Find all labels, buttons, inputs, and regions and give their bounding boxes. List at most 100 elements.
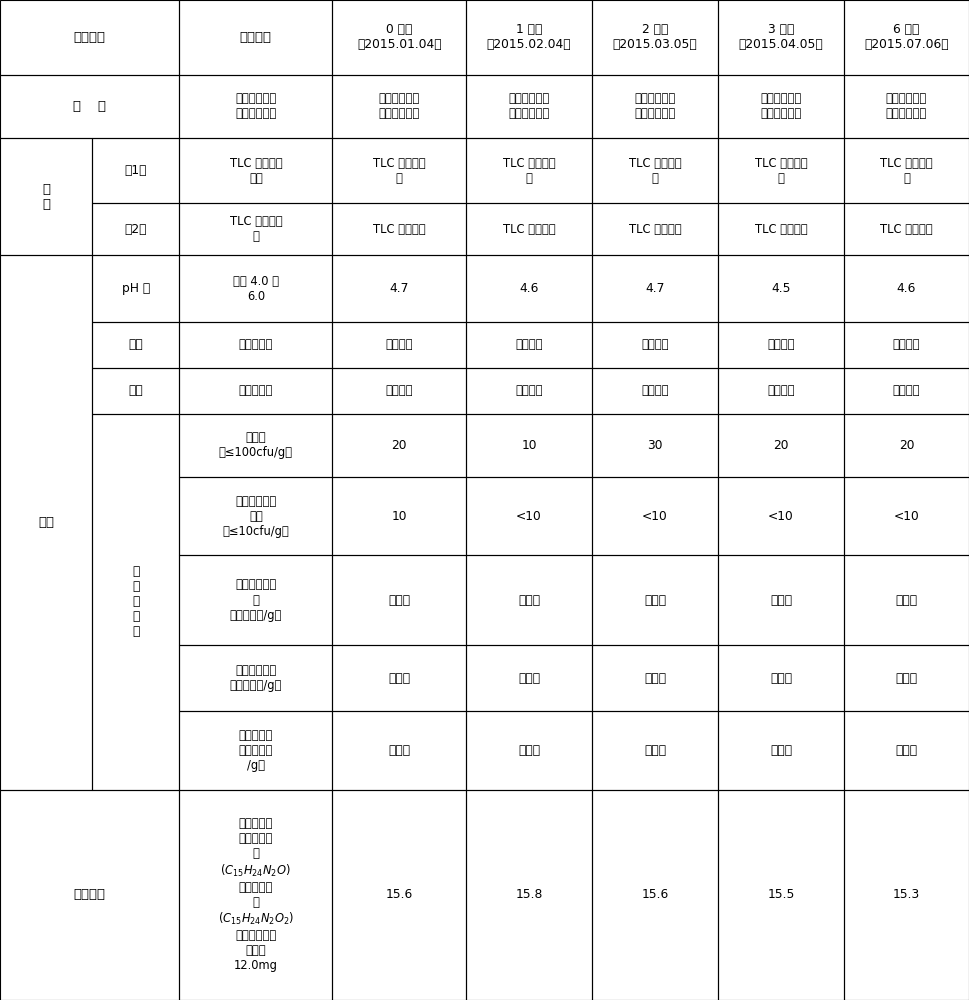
Text: TLC 检出冰片: TLC 检出冰片 <box>373 223 425 236</box>
Bar <box>332 477 466 555</box>
Bar <box>592 322 718 368</box>
Text: 4.5: 4.5 <box>771 282 791 295</box>
Text: 鉴
别: 鉴 别 <box>42 183 50 211</box>
Text: 20: 20 <box>391 439 407 452</box>
Text: 本品为棕褐色
凝胶；气微香: 本品为棕褐色 凝胶；气微香 <box>761 92 801 120</box>
Bar <box>179 368 332 414</box>
Bar <box>592 645 718 711</box>
Bar <box>844 255 969 322</box>
Text: 未检出: 未检出 <box>770 744 792 757</box>
Bar <box>179 322 332 368</box>
Text: 未检出: 未检出 <box>644 672 666 685</box>
Bar <box>0 75 179 138</box>
Bar <box>718 711 844 790</box>
Bar <box>92 255 179 322</box>
Text: 未检出: 未检出 <box>895 744 918 757</box>
Text: 细菌数
（≤100cfu/g）: 细菌数 （≤100cfu/g） <box>219 431 293 459</box>
Bar <box>592 555 718 645</box>
Text: <10: <10 <box>642 510 668 523</box>
Bar <box>718 790 844 1000</box>
Bar <box>844 477 969 555</box>
Bar <box>179 75 332 138</box>
Bar <box>592 0 718 75</box>
Bar <box>466 790 592 1000</box>
Bar <box>332 368 466 414</box>
Bar <box>332 75 466 138</box>
Bar <box>844 555 969 645</box>
Text: 性    状: 性 状 <box>73 100 107 113</box>
Bar <box>844 322 969 368</box>
Bar <box>332 790 466 1000</box>
Bar <box>718 255 844 322</box>
Bar <box>332 711 466 790</box>
Text: 未检出: 未检出 <box>770 672 792 685</box>
Bar <box>179 0 332 75</box>
Bar <box>466 414 592 477</box>
Text: 符合规定: 符合规定 <box>892 384 921 397</box>
Text: 10: 10 <box>521 439 537 452</box>
Bar <box>592 414 718 477</box>
Bar <box>592 790 718 1000</box>
Bar <box>844 203 969 255</box>
Text: TLC 检出冰片: TLC 检出冰片 <box>880 223 933 236</box>
Bar <box>844 645 969 711</box>
Bar <box>179 645 332 711</box>
Bar <box>332 0 466 75</box>
Bar <box>718 555 844 645</box>
Text: 本品为棕褐色
凝胶；气微香: 本品为棕褐色 凝胶；气微香 <box>379 92 420 120</box>
Text: 未检出: 未检出 <box>518 672 540 685</box>
Bar <box>332 138 466 203</box>
Text: 应符合规定: 应符合规定 <box>238 384 273 397</box>
Bar <box>92 322 179 368</box>
Text: 未检出: 未检出 <box>518 744 540 757</box>
Bar <box>466 0 592 75</box>
Bar <box>718 414 844 477</box>
Text: 15.5: 15.5 <box>767 888 795 901</box>
Bar <box>844 138 969 203</box>
Text: 本品每支含
苦参以苦参
碱
$(C_{15}H_{24}N_2O)$
和氧化苦参
碱
$(C_{15}H_{24}N_2O_2)$
的总量计，不
得少于
12.: 本品每支含 苦参以苦参 碱 $(C_{15}H_{24}N_2O)$ 和氧化苦参… <box>218 817 294 972</box>
Bar <box>92 203 179 255</box>
Bar <box>718 0 844 75</box>
Bar <box>332 255 466 322</box>
Bar <box>466 75 592 138</box>
Text: 未检出: 未检出 <box>389 744 410 757</box>
Bar <box>0 255 92 790</box>
Text: TLC 检出咖啡
酸: TLC 检出咖啡 酸 <box>880 157 933 185</box>
Text: （2）: （2） <box>124 223 147 236</box>
Text: 本品为棕褐色
凝胶；气微香: 本品为棕褐色 凝胶；气微香 <box>235 92 276 120</box>
Bar <box>466 138 592 203</box>
Text: 10: 10 <box>391 510 407 523</box>
Text: 未检出: 未检出 <box>895 672 918 685</box>
Bar <box>844 414 969 477</box>
Text: 6 个月
（2015.07.06）: 6 个月 （2015.07.06） <box>864 23 949 51</box>
Text: 粒度: 粒度 <box>128 338 143 351</box>
Bar <box>592 711 718 790</box>
Text: TLC 检出咖啡
酸: TLC 检出咖啡 酸 <box>755 157 807 185</box>
Bar <box>179 414 332 477</box>
Text: 本品为棕褐色
凝胶；气微香: 本品为棕褐色 凝胶；气微香 <box>635 92 675 120</box>
Bar <box>592 255 718 322</box>
Bar <box>332 322 466 368</box>
Bar <box>92 138 179 203</box>
Text: TLC 检出冰片: TLC 检出冰片 <box>755 223 807 236</box>
Text: 15.6: 15.6 <box>641 888 669 901</box>
Bar <box>718 203 844 255</box>
Bar <box>592 138 718 203</box>
Text: 20: 20 <box>773 439 789 452</box>
Bar <box>718 645 844 711</box>
Bar <box>844 790 969 1000</box>
Text: 应为 4.0 ～
6.0: 应为 4.0 ～ 6.0 <box>233 275 279 303</box>
Text: 霉菌和酵母菌
总数
（≤10cfu/g）: 霉菌和酵母菌 总数 （≤10cfu/g） <box>223 495 289 538</box>
Text: 未检出: 未检出 <box>389 672 410 685</box>
Text: <10: <10 <box>768 510 794 523</box>
Text: pH 值: pH 值 <box>121 282 150 295</box>
Bar <box>466 368 592 414</box>
Text: TLC 检出咖啡
酸: TLC 检出咖啡 酸 <box>629 157 681 185</box>
Bar <box>466 477 592 555</box>
Text: 4.6: 4.6 <box>897 282 916 295</box>
Text: 符合规定: 符合规定 <box>386 338 413 351</box>
Bar <box>332 414 466 477</box>
Text: TLC 检出咖啡
酸: TLC 检出咖啡 酸 <box>373 157 425 185</box>
Text: 符合规定: 符合规定 <box>516 384 543 397</box>
Text: 应符合规定: 应符合规定 <box>238 338 273 351</box>
